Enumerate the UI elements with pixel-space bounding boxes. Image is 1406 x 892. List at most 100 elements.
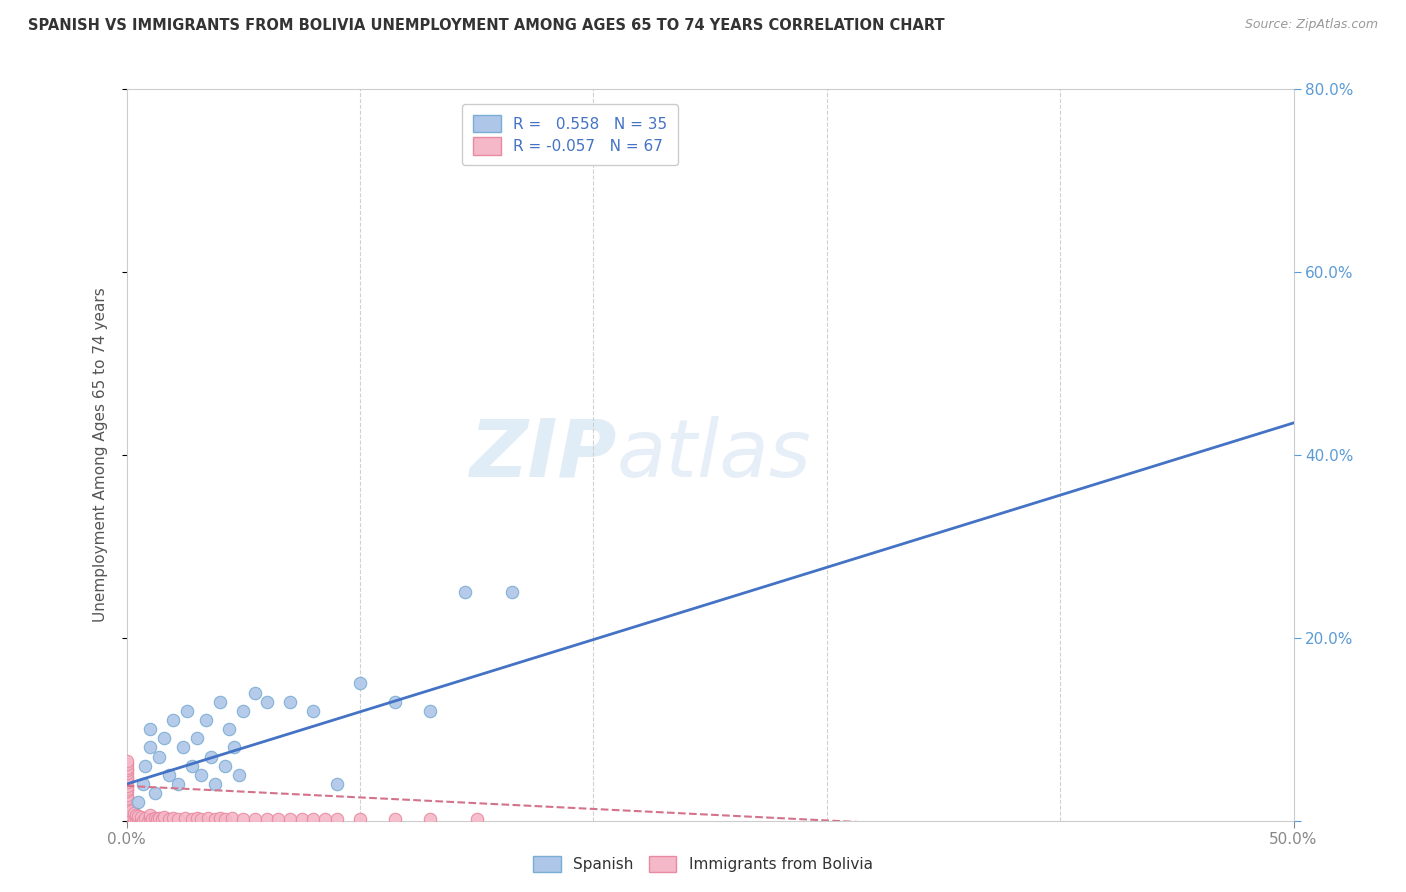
Point bbox=[115, 764, 138, 778]
Point bbox=[218, 723, 240, 737]
Point bbox=[153, 731, 176, 746]
Point bbox=[129, 810, 152, 824]
Point bbox=[278, 812, 301, 826]
Legend: Spanish, Immigrants from Bolivia: Spanish, Immigrants from Bolivia bbox=[526, 848, 880, 880]
Point bbox=[314, 812, 336, 826]
Point bbox=[256, 695, 278, 709]
Point bbox=[115, 793, 138, 807]
Point bbox=[200, 749, 222, 764]
Point bbox=[115, 809, 138, 823]
Point bbox=[134, 758, 156, 772]
Point bbox=[132, 777, 155, 791]
Point bbox=[302, 704, 325, 718]
Point bbox=[167, 812, 190, 826]
Point bbox=[146, 812, 169, 826]
Point bbox=[290, 812, 312, 826]
Point bbox=[148, 749, 170, 764]
Point bbox=[153, 810, 176, 824]
Point bbox=[115, 790, 138, 805]
Point bbox=[162, 713, 184, 727]
Point bbox=[125, 814, 148, 828]
Point bbox=[501, 585, 523, 599]
Point bbox=[127, 809, 149, 823]
Point bbox=[115, 806, 138, 821]
Point bbox=[180, 812, 202, 826]
Text: Source: ZipAtlas.com: Source: ZipAtlas.com bbox=[1244, 18, 1378, 31]
Point bbox=[194, 713, 217, 727]
Point bbox=[172, 740, 194, 755]
Point bbox=[115, 814, 138, 828]
Point bbox=[122, 806, 145, 821]
Point bbox=[139, 723, 162, 737]
Point bbox=[115, 754, 138, 768]
Point bbox=[243, 812, 266, 826]
Point bbox=[122, 814, 145, 828]
Point bbox=[204, 777, 226, 791]
Point bbox=[115, 775, 138, 789]
Point bbox=[115, 761, 138, 775]
Point bbox=[134, 811, 156, 825]
Point bbox=[157, 768, 180, 782]
Point bbox=[120, 814, 142, 828]
Point bbox=[139, 740, 162, 755]
Point bbox=[214, 812, 236, 826]
Point bbox=[190, 768, 212, 782]
Point bbox=[302, 812, 325, 826]
Point bbox=[208, 695, 231, 709]
Point bbox=[325, 777, 347, 791]
Point bbox=[150, 812, 173, 826]
Point bbox=[208, 811, 231, 825]
Point bbox=[115, 770, 138, 784]
Text: SPANISH VS IMMIGRANTS FROM BOLIVIA UNEMPLOYMENT AMONG AGES 65 TO 74 YEARS CORREL: SPANISH VS IMMIGRANTS FROM BOLIVIA UNEMP… bbox=[28, 18, 945, 33]
Point bbox=[278, 695, 301, 709]
Point bbox=[190, 812, 212, 826]
Point bbox=[256, 812, 278, 826]
Y-axis label: Unemployment Among Ages 65 to 74 years: Unemployment Among Ages 65 to 74 years bbox=[93, 287, 108, 623]
Point bbox=[174, 811, 197, 825]
Point bbox=[148, 811, 170, 825]
Point bbox=[214, 758, 236, 772]
Point bbox=[127, 796, 149, 810]
Point bbox=[228, 768, 250, 782]
Point bbox=[120, 805, 142, 819]
Point bbox=[232, 812, 254, 826]
Point bbox=[125, 808, 148, 822]
Point bbox=[157, 812, 180, 826]
Point bbox=[115, 756, 138, 771]
Point bbox=[115, 788, 138, 802]
Point bbox=[141, 812, 163, 826]
Point bbox=[267, 812, 290, 826]
Point bbox=[127, 814, 149, 828]
Point bbox=[115, 784, 138, 798]
Point bbox=[186, 731, 208, 746]
Legend: R =   0.558   N = 35, R = -0.057   N = 67: R = 0.558 N = 35, R = -0.057 N = 67 bbox=[463, 104, 678, 165]
Point bbox=[139, 812, 162, 826]
Point bbox=[204, 812, 226, 826]
Point bbox=[349, 812, 371, 826]
Point bbox=[384, 695, 406, 709]
Point bbox=[162, 811, 184, 825]
Point bbox=[222, 740, 245, 755]
Point bbox=[465, 812, 488, 826]
Point bbox=[143, 786, 166, 800]
Point bbox=[232, 704, 254, 718]
Point bbox=[186, 811, 208, 825]
Point bbox=[143, 811, 166, 825]
Point bbox=[115, 772, 138, 787]
Point bbox=[384, 812, 406, 826]
Point bbox=[115, 800, 138, 814]
Point bbox=[115, 766, 138, 780]
Text: ZIP: ZIP bbox=[470, 416, 617, 494]
Point bbox=[325, 812, 347, 826]
Point bbox=[180, 758, 202, 772]
Point bbox=[136, 814, 159, 828]
Point bbox=[139, 808, 162, 822]
Point bbox=[419, 704, 441, 718]
Point bbox=[129, 814, 152, 828]
Point bbox=[115, 779, 138, 793]
Point bbox=[419, 812, 441, 826]
Point bbox=[221, 811, 243, 825]
Point bbox=[132, 814, 155, 828]
Point bbox=[115, 797, 138, 812]
Point bbox=[167, 777, 190, 791]
